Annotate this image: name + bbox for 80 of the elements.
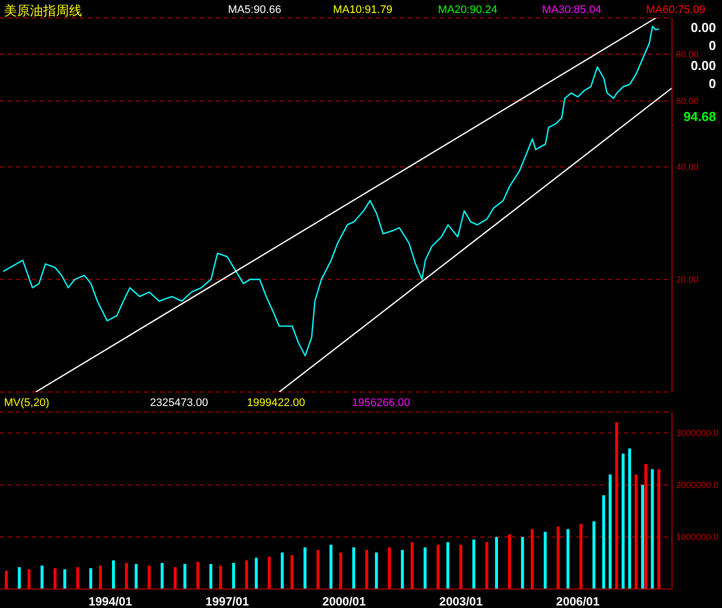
text: MA10:91.79 bbox=[333, 4, 392, 16]
bar bbox=[622, 454, 625, 589]
bar bbox=[134, 564, 138, 589]
text: 2325473.00 bbox=[150, 397, 208, 409]
bar bbox=[124, 562, 128, 589]
bar bbox=[232, 562, 236, 589]
bar bbox=[388, 547, 391, 589]
bar bbox=[459, 544, 462, 589]
bar bbox=[174, 567, 177, 589]
bar bbox=[485, 542, 488, 589]
bar bbox=[644, 464, 648, 589]
bar bbox=[160, 562, 164, 589]
bar bbox=[18, 567, 21, 589]
x-tick-label: 2006/01 bbox=[556, 594, 600, 608]
y-tick-label: 80.00 bbox=[676, 49, 699, 60]
bar bbox=[602, 495, 606, 589]
bar bbox=[615, 422, 618, 589]
bar bbox=[245, 560, 248, 589]
bar bbox=[634, 474, 638, 589]
text: 0.00 bbox=[690, 20, 716, 35]
bar bbox=[148, 566, 151, 589]
x-tick-label: 2000/01 bbox=[322, 594, 366, 608]
bar bbox=[183, 564, 186, 589]
bar bbox=[339, 552, 342, 589]
bar bbox=[400, 550, 404, 589]
bar bbox=[608, 474, 612, 589]
bar bbox=[424, 547, 427, 589]
bar bbox=[316, 550, 320, 589]
text: 0 bbox=[708, 38, 716, 53]
text: MA60:75.09 bbox=[646, 4, 706, 16]
y-tick-label: 40.00 bbox=[676, 162, 699, 172]
bar bbox=[112, 560, 115, 589]
bar bbox=[40, 566, 44, 589]
y-tick-label: 2000000.0 bbox=[676, 480, 719, 490]
bar bbox=[495, 536, 498, 589]
bar bbox=[254, 558, 258, 589]
text: 1956266.00 bbox=[352, 397, 410, 409]
bar bbox=[566, 529, 570, 589]
y-tick-label: 3000000.0 bbox=[676, 428, 719, 438]
bar bbox=[290, 555, 294, 589]
bar bbox=[54, 568, 56, 589]
text: MA20:90.24 bbox=[438, 4, 498, 16]
text: MA5:90.66 bbox=[228, 4, 282, 16]
bar bbox=[472, 540, 476, 589]
bar bbox=[628, 448, 632, 589]
text: 1999422.00 bbox=[247, 397, 306, 409]
bar bbox=[650, 469, 654, 589]
bar bbox=[219, 566, 222, 589]
bar bbox=[352, 547, 356, 589]
bar bbox=[374, 552, 378, 589]
bar bbox=[508, 534, 511, 589]
bar bbox=[436, 544, 440, 589]
bar bbox=[196, 562, 200, 589]
x-tick-label: 1994/01 bbox=[88, 594, 132, 608]
bar bbox=[521, 536, 524, 589]
bar bbox=[579, 524, 582, 589]
bar bbox=[410, 542, 414, 589]
x-tick-label: 2003/01 bbox=[439, 594, 483, 608]
y-tick-label: 60.00 bbox=[676, 96, 699, 106]
bar bbox=[365, 550, 368, 589]
bar bbox=[446, 542, 450, 589]
bar bbox=[4, 570, 8, 589]
bar bbox=[641, 484, 644, 589]
bar bbox=[99, 566, 102, 589]
text: 94.68 bbox=[683, 109, 716, 124]
y-tick-label: 1000000.0 bbox=[676, 532, 719, 542]
line-series bbox=[2, 26, 660, 356]
bar bbox=[209, 564, 212, 589]
text: MV(5,20) bbox=[4, 397, 50, 409]
x-tick-label: 1997/01 bbox=[206, 594, 250, 608]
y-tick-label: 20.00 bbox=[676, 274, 699, 285]
text: MA30:85.04 bbox=[542, 4, 602, 16]
text: 0.00 bbox=[690, 58, 716, 73]
chart-title: 美原油指周线 bbox=[4, 2, 82, 20]
bar bbox=[304, 547, 306, 589]
bar bbox=[657, 469, 660, 589]
bar bbox=[592, 521, 596, 589]
bar bbox=[28, 569, 31, 589]
text: 0 bbox=[708, 76, 716, 91]
bar bbox=[330, 544, 332, 589]
